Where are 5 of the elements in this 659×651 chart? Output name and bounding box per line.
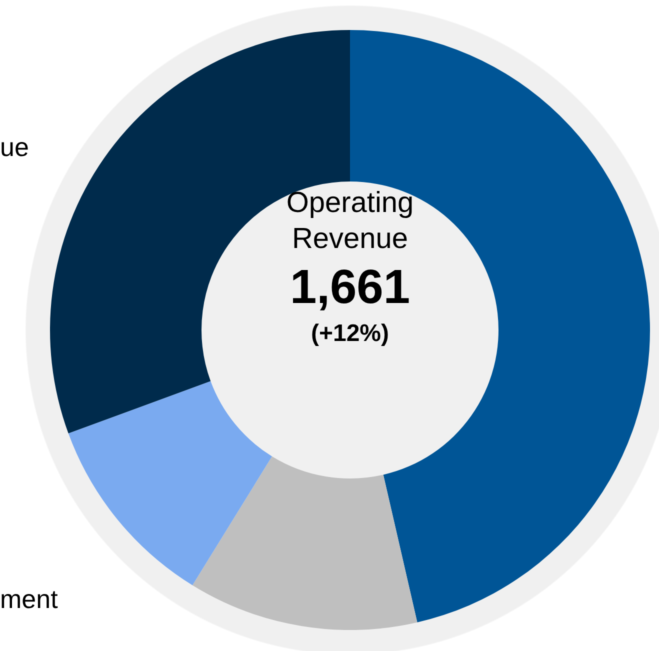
slice-label: ue (0, 132, 29, 164)
text: (+12%) (310, 319, 390, 349)
text: Operating Revenue (285, 186, 415, 257)
text: 1,661 (288, 260, 412, 316)
slice-label: ment (0, 584, 58, 615)
